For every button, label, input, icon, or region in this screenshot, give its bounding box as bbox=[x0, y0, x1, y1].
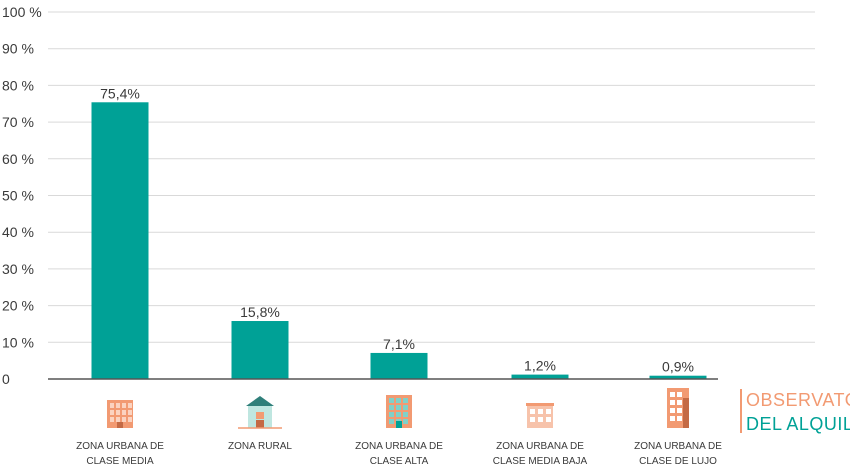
category-label: CLASE DE LUJO bbox=[639, 456, 717, 467]
y-tick-label: 30 % bbox=[2, 261, 34, 277]
icon-window bbox=[677, 392, 682, 397]
gridlines bbox=[48, 11, 815, 343]
icon-window bbox=[110, 410, 114, 415]
logo-line-2: DEL ALQUILER bbox=[746, 414, 850, 434]
data-label: 7,1% bbox=[383, 336, 415, 352]
data-labels: 75,4% 15,8% 7,1% 1,2% 0,9% bbox=[100, 85, 694, 374]
category-label: CLASE ALTA bbox=[370, 456, 429, 467]
y-tick-label: 90 % bbox=[2, 41, 34, 57]
building-urban-middle-icon bbox=[107, 400, 133, 428]
icon-window bbox=[403, 419, 408, 424]
icon-window bbox=[403, 412, 408, 417]
icon-window bbox=[396, 405, 401, 410]
icon-window bbox=[396, 412, 401, 417]
icon-window bbox=[128, 403, 132, 408]
category-label: ZONA URBANA DE bbox=[634, 441, 722, 452]
category-labels: ZONA URBANA DE CLASE MEDIA ZONA RURAL ZONA … bbox=[76, 441, 722, 467]
bars bbox=[91, 102, 707, 380]
bar bbox=[649, 375, 707, 379]
icon-window bbox=[403, 405, 408, 410]
y-tick-label: 100 % bbox=[2, 4, 42, 20]
icon-window bbox=[122, 403, 126, 408]
icon-door bbox=[396, 421, 402, 428]
building-luxury-icon bbox=[667, 388, 689, 428]
y-axis-ticks: 0 10 % 20 % 30 % 40 % 50 % 60 % 70 % 80 % 90 % 100… bbox=[2, 4, 42, 387]
y-tick-label: 20 % bbox=[2, 298, 34, 314]
y-tick-label: 80 % bbox=[2, 77, 34, 93]
icon-window bbox=[530, 417, 535, 422]
icon-window bbox=[256, 412, 264, 419]
icon-window bbox=[122, 417, 126, 422]
icon-window bbox=[670, 392, 675, 397]
icon-window bbox=[389, 398, 394, 403]
icon-window bbox=[403, 398, 408, 403]
data-label: 1,2% bbox=[524, 358, 556, 374]
y-tick-label: 10 % bbox=[2, 334, 34, 350]
icon-window bbox=[530, 409, 535, 414]
icon-window bbox=[389, 405, 394, 410]
category-label: CLASE MEDIA bbox=[86, 456, 154, 467]
icon-window bbox=[538, 409, 543, 414]
category-label: CLASE MEDIA BAJA bbox=[493, 456, 588, 467]
icon-window bbox=[116, 417, 120, 422]
icon-window bbox=[677, 408, 682, 413]
icon-window bbox=[128, 417, 132, 422]
category-label: ZONA URBANA DE bbox=[76, 441, 164, 452]
bar bbox=[511, 374, 569, 379]
data-label: 0,9% bbox=[662, 359, 694, 375]
building-urban-lowmiddle-icon bbox=[526, 403, 554, 428]
data-label: 75,4% bbox=[100, 85, 140, 101]
icon-window bbox=[670, 408, 675, 413]
y-tick-label: 50 % bbox=[2, 188, 34, 204]
icon-window bbox=[116, 410, 120, 415]
house-rural-icon bbox=[238, 396, 282, 429]
icon-roof bbox=[246, 396, 274, 406]
icon-cornice bbox=[526, 403, 554, 406]
icon-window bbox=[389, 419, 394, 424]
category-label: ZONA RURAL bbox=[228, 441, 292, 452]
icon-window bbox=[670, 416, 675, 421]
icon-door bbox=[256, 420, 264, 428]
category-icons bbox=[107, 388, 689, 429]
icon-window bbox=[110, 403, 114, 408]
bar bbox=[370, 352, 428, 379]
icon-window bbox=[396, 398, 401, 403]
building-urban-high-icon bbox=[386, 395, 412, 428]
icon-window bbox=[546, 417, 551, 422]
data-label: 15,8% bbox=[240, 304, 280, 320]
icon-window bbox=[116, 403, 120, 408]
icon-window bbox=[670, 400, 675, 405]
icon-window bbox=[389, 412, 394, 417]
icon-window bbox=[677, 416, 682, 421]
icon-window bbox=[128, 410, 132, 415]
icon-window bbox=[122, 410, 126, 415]
icon-window bbox=[538, 417, 543, 422]
icon-window bbox=[677, 400, 682, 405]
icon-door bbox=[117, 422, 123, 428]
y-tick-label: 60 % bbox=[2, 151, 34, 167]
category-label: ZONA URBANA DE bbox=[355, 441, 443, 452]
y-tick-label: 0 bbox=[2, 371, 10, 387]
icon-side bbox=[683, 398, 689, 428]
logo-line-1: OBSERVATORIO bbox=[746, 390, 850, 410]
bar bbox=[91, 102, 149, 380]
y-tick-label: 70 % bbox=[2, 114, 34, 130]
icon-body bbox=[527, 405, 553, 428]
category-label: ZONA URBANA DE bbox=[496, 441, 584, 452]
observatorio-logo: OBSERVATORIO DEL ALQUILER bbox=[740, 389, 850, 434]
bar bbox=[231, 321, 289, 379]
y-tick-label: 40 % bbox=[2, 224, 34, 240]
icon-window bbox=[110, 417, 114, 422]
icon-window bbox=[546, 409, 551, 414]
